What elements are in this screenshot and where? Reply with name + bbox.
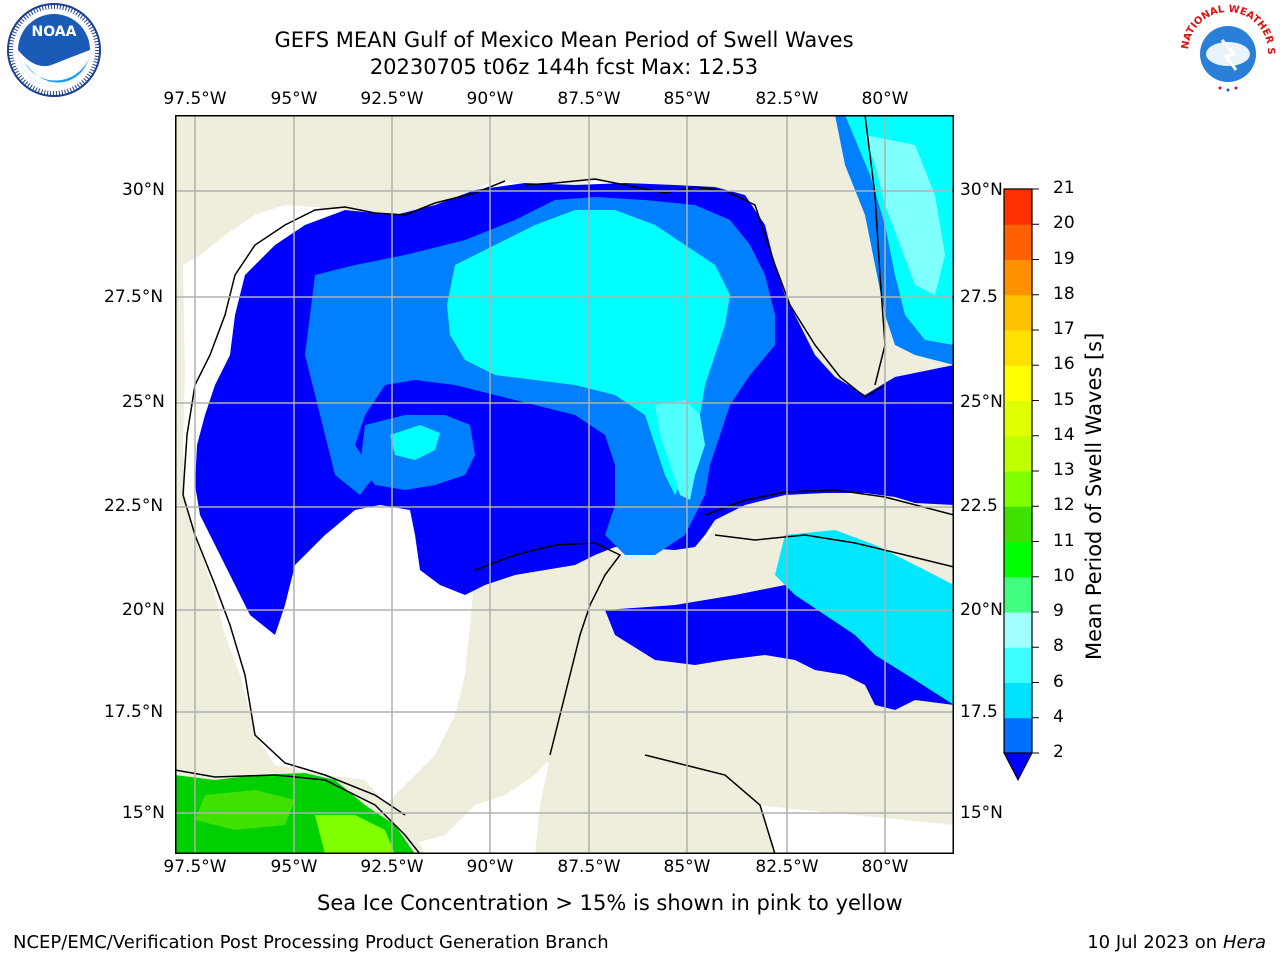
colorbar-swatch	[1004, 717, 1032, 754]
lat-label: 17.5	[960, 702, 998, 722]
colorbar-swatch	[1004, 259, 1032, 296]
lat-label: 15°N	[960, 803, 1003, 823]
coastlines	[175, 115, 954, 854]
band-12-13	[315, 815, 395, 854]
lat-label: 22.5°N	[104, 496, 164, 516]
cuba-land	[705, 490, 954, 565]
colorbar-tick-label: 9	[1053, 601, 1064, 621]
lat-label: 17.5°N	[104, 702, 164, 722]
lon-label: 85°W	[663, 857, 711, 877]
lat-label: 25°N	[960, 392, 1003, 412]
lon-label: 95°W	[270, 89, 318, 109]
colorbar-label: Mean Period of Swell Waves [s]	[1082, 332, 1106, 660]
chart-subtitle: 20230705 t06z 144h fcst Max: 12.53	[369, 55, 759, 79]
central-america-land	[535, 735, 775, 854]
footer-host: Hera	[1222, 932, 1266, 953]
colorbar-swatch	[1004, 400, 1032, 437]
lon-label: 80°W	[861, 857, 909, 877]
lat-label: 27.5	[960, 287, 998, 307]
lat-label: 25°N	[122, 392, 165, 412]
colorbar-swatch	[1004, 189, 1032, 225]
band-8-10	[655, 400, 705, 500]
lat-label: 22.5	[960, 496, 998, 516]
colorbar-tick-label: 21	[1053, 178, 1075, 198]
svg-text:NOAA: NOAA	[32, 24, 77, 40]
colorbar-tick-label: 19	[1053, 248, 1075, 269]
colorbar-tick-label: 14	[1053, 424, 1075, 445]
colorbar-tick-label: 17	[1053, 319, 1075, 339]
colorbar-swatch	[1004, 682, 1032, 719]
lon-label: 87.5°W	[557, 89, 621, 109]
colorbar-tick-label: 6	[1053, 671, 1064, 692]
band-11-12	[195, 790, 295, 830]
map-panel	[175, 115, 954, 854]
colorbar-tick-label: 13	[1053, 460, 1075, 480]
lat-label: 20°N	[960, 600, 1003, 620]
colorbar-swatch	[1004, 435, 1032, 472]
lon-label: 82.5°W	[755, 857, 819, 877]
lat-label: 27.5°N	[104, 287, 164, 307]
colorbar-swatch	[1004, 506, 1032, 542]
florida-land	[715, 115, 885, 405]
footer-date: 10 Jul 2023 on Hera	[1087, 932, 1266, 953]
sea-ice-note: Sea Ice Concentration > 15% is shown in …	[317, 891, 903, 915]
colorbar-tick-label: 2	[1053, 742, 1064, 762]
yucatan-land	[375, 543, 615, 854]
colorbar-under-arrow	[1003, 752, 1033, 782]
map-frame	[175, 115, 954, 854]
colorbar-swatch	[1004, 612, 1032, 648]
lat-label: 15°N	[122, 803, 165, 823]
colorbar-swatch	[1004, 294, 1032, 331]
colorbar-tick-label: 18	[1053, 283, 1075, 304]
chart-title: GEFS MEAN Gulf of Mexico Mean Period of …	[274, 28, 854, 52]
lon-label: 92.5°W	[360, 857, 424, 877]
colorbar-tick-label: 11	[1053, 530, 1075, 551]
colorbar-swatches	[1004, 189, 1032, 754]
lat-label: 20°N	[122, 600, 165, 620]
colorbar-tick-label: 16	[1053, 354, 1075, 375]
lon-label: 80°W	[861, 89, 909, 109]
colorbar	[1003, 188, 1039, 782]
colorbar-swatch	[1004, 541, 1032, 578]
colorbar-tick-label: 12	[1053, 495, 1075, 516]
lon-label: 97.5°W	[163, 857, 227, 877]
colorbar-tick-label: 10	[1053, 565, 1075, 586]
band-4-6-caribbean	[775, 530, 954, 705]
lat-label: 30°N	[960, 180, 1003, 200]
colorbar-tick-label: 4	[1053, 706, 1064, 727]
noaa-logo: NOAA	[7, 3, 101, 97]
lon-label: 95°W	[270, 857, 318, 877]
lon-label: 90°W	[466, 89, 514, 109]
colorbar-swatch	[1004, 647, 1032, 683]
lon-label: 90°W	[466, 857, 514, 877]
graticule	[175, 115, 954, 854]
band-6-8-patch	[390, 425, 440, 460]
lon-label: 92.5°W	[360, 89, 424, 109]
colorbar-tick-label: 8	[1053, 636, 1064, 657]
colorbar-swatch	[1004, 576, 1032, 613]
lat-label: 30°N	[122, 180, 165, 200]
footer-branch: NCEP/EMC/Verification Post Processing Pr…	[13, 932, 609, 953]
nws-logo: NATIONAL WEATHER SERVICE	[1178, 2, 1276, 98]
colorbar-tick-label: 20	[1053, 213, 1075, 234]
lon-label: 82.5°W	[755, 89, 819, 109]
lon-label: 87.5°W	[557, 857, 621, 877]
colorbar-swatch	[1004, 330, 1032, 366]
lon-label: 85°W	[663, 89, 711, 109]
footer-date-text: 10 Jul 2023 on	[1087, 932, 1223, 953]
colorbar-swatch	[1004, 365, 1032, 401]
lon-label: 97.5°W	[163, 89, 227, 109]
colorbar-tick-label: 15	[1053, 389, 1075, 410]
colorbar-swatch	[1004, 471, 1032, 507]
colorbar-swatch	[1004, 224, 1032, 260]
